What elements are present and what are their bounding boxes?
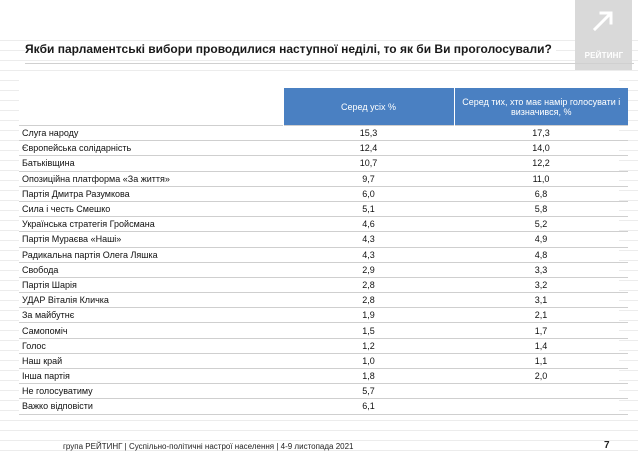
cell-decided: 1,4	[454, 338, 628, 354]
table-row: Не голосуватиму 5,7	[19, 383, 628, 400]
table-row: Опозиційна платформа «За життя» 9,7 11,0	[19, 171, 628, 187]
cell-party: Партія Шарія	[19, 277, 283, 294]
page-number: 7	[604, 440, 610, 451]
table-row: Свобода 2,9 3,3	[19, 262, 628, 278]
table-row: УДАР Віталія Кличка 2,8 3,1	[19, 292, 628, 309]
cell-decided: 6,8	[454, 186, 628, 202]
cell-party: Партія Мураєва «Наші»	[19, 231, 283, 248]
cell-party: Радикальна партія Олега Ляшка	[19, 247, 283, 263]
cell-party: УДАР Віталія Кличка	[19, 292, 283, 309]
table-row: Важко відповісти 6,1	[19, 398, 628, 415]
table-row: Інша партія 1,8 2,0	[19, 368, 628, 385]
cell-decided: 2,0	[454, 368, 628, 385]
cell-party: Слуга народу	[19, 124, 283, 142]
table-row: Голос 1,2 1,4	[19, 338, 628, 354]
cell-all: 6,1	[283, 398, 454, 415]
cell-party: Опозиційна платформа «За життя»	[19, 171, 283, 187]
table-row: Самопоміч 1,5 1,7	[19, 322, 628, 339]
table-row: Українська стратегія Гройсмана 4,6 5,2	[19, 216, 628, 233]
cell-all: 1,5	[283, 322, 454, 339]
cell-party: Партія Дмитра Разумкова	[19, 186, 283, 202]
cell-party: Наш край	[19, 353, 283, 370]
cell-decided: 4,8	[454, 247, 628, 263]
cell-all: 1,9	[283, 307, 454, 324]
table-row: Партія Мураєва «Наші» 4,3 4,9	[19, 231, 628, 248]
cell-decided: 5,2	[454, 216, 628, 233]
table-row: Наш край 1,0 1,1	[19, 353, 628, 370]
cell-all: 9,7	[283, 171, 454, 187]
header-decided: Серед тих, хто має намір голосувати і ви…	[453, 88, 628, 126]
cell-party: Батьківщина	[19, 155, 283, 172]
cell-all: 1,8	[283, 368, 454, 385]
cell-party: Українська стратегія Гройсмана	[19, 216, 283, 233]
cell-decided: 12,2	[454, 155, 628, 172]
cell-decided: 5,8	[454, 201, 628, 218]
cell-party: Важко відповісти	[19, 398, 283, 415]
cell-decided: 11,0	[454, 171, 628, 187]
table-row: Сила і честь Смешко 5,1 5,8	[19, 201, 628, 218]
results-table: Серед усіх % Серед тих, хто має намір го…	[19, 88, 628, 415]
table-row: Партія Дмитра Разумкова 6,0 6,8	[19, 186, 628, 202]
cell-all: 10,7	[283, 155, 454, 172]
cell-all: 15,3	[283, 124, 454, 142]
cell-party: Інша партія	[19, 368, 283, 385]
cell-all: 4,3	[283, 247, 454, 263]
cell-party: Не голосуватиму	[19, 383, 283, 400]
logo-text: РЕЙТИНГ	[584, 51, 624, 60]
cell-decided: 1,7	[454, 322, 628, 339]
cell-decided: 1,1	[454, 353, 628, 370]
cell-decided	[454, 383, 628, 400]
cell-party: Сила і честь Смешко	[19, 201, 283, 218]
table-row: Партія Шарія 2,8 3,2	[19, 277, 628, 294]
title-divider	[25, 63, 634, 64]
cell-decided: 3,2	[454, 277, 628, 294]
header-party	[19, 88, 283, 126]
table-header-row: Серед усіх % Серед тих, хто має намір го…	[19, 88, 628, 126]
cell-all: 4,3	[283, 231, 454, 248]
table-row: Радикальна партія Олега Ляшка 4,3 4,8	[19, 247, 628, 263]
cell-party: За майбутнє	[19, 307, 283, 324]
cell-party: Європейська солідарність	[19, 140, 283, 157]
page-title: Якби парламентські вибори проводилися на…	[25, 42, 556, 56]
cell-decided	[454, 398, 628, 415]
table-row: За майбутнє 1,9 2,1	[19, 307, 628, 324]
cell-decided: 17,3	[454, 124, 628, 142]
header-area	[0, 0, 638, 38]
cell-all: 2,9	[283, 262, 454, 278]
cell-decided: 3,3	[454, 262, 628, 278]
cell-decided: 4,9	[454, 231, 628, 248]
cell-all: 1,0	[283, 353, 454, 370]
footer-text: група РЕЙТИНГ | Суспільно-політичні наст…	[63, 442, 354, 451]
arrow-up-right-icon	[592, 11, 613, 32]
cell-decided: 2,1	[454, 307, 628, 324]
table-row: Європейська солідарність 12,4 14,0	[19, 140, 628, 157]
cell-all: 2,8	[283, 277, 454, 294]
cell-all: 1,2	[283, 338, 454, 354]
cell-party: Свобода	[19, 262, 283, 278]
cell-all: 5,1	[283, 201, 454, 218]
cell-all: 6,0	[283, 186, 454, 202]
cell-party: Самопоміч	[19, 322, 283, 339]
table-row: Слуга народу 15,3 17,3	[19, 124, 628, 142]
header-all: Серед усіх %	[282, 88, 454, 126]
cell-decided: 3,1	[454, 292, 628, 309]
cell-party: Голос	[19, 338, 283, 354]
cell-all: 2,8	[283, 292, 454, 309]
cell-decided: 14,0	[454, 140, 628, 157]
cell-all: 12,4	[283, 140, 454, 157]
cell-all: 4,6	[283, 216, 454, 233]
table-row: Батьківщина 10,7 12,2	[19, 155, 628, 172]
cell-all: 5,7	[283, 383, 454, 400]
